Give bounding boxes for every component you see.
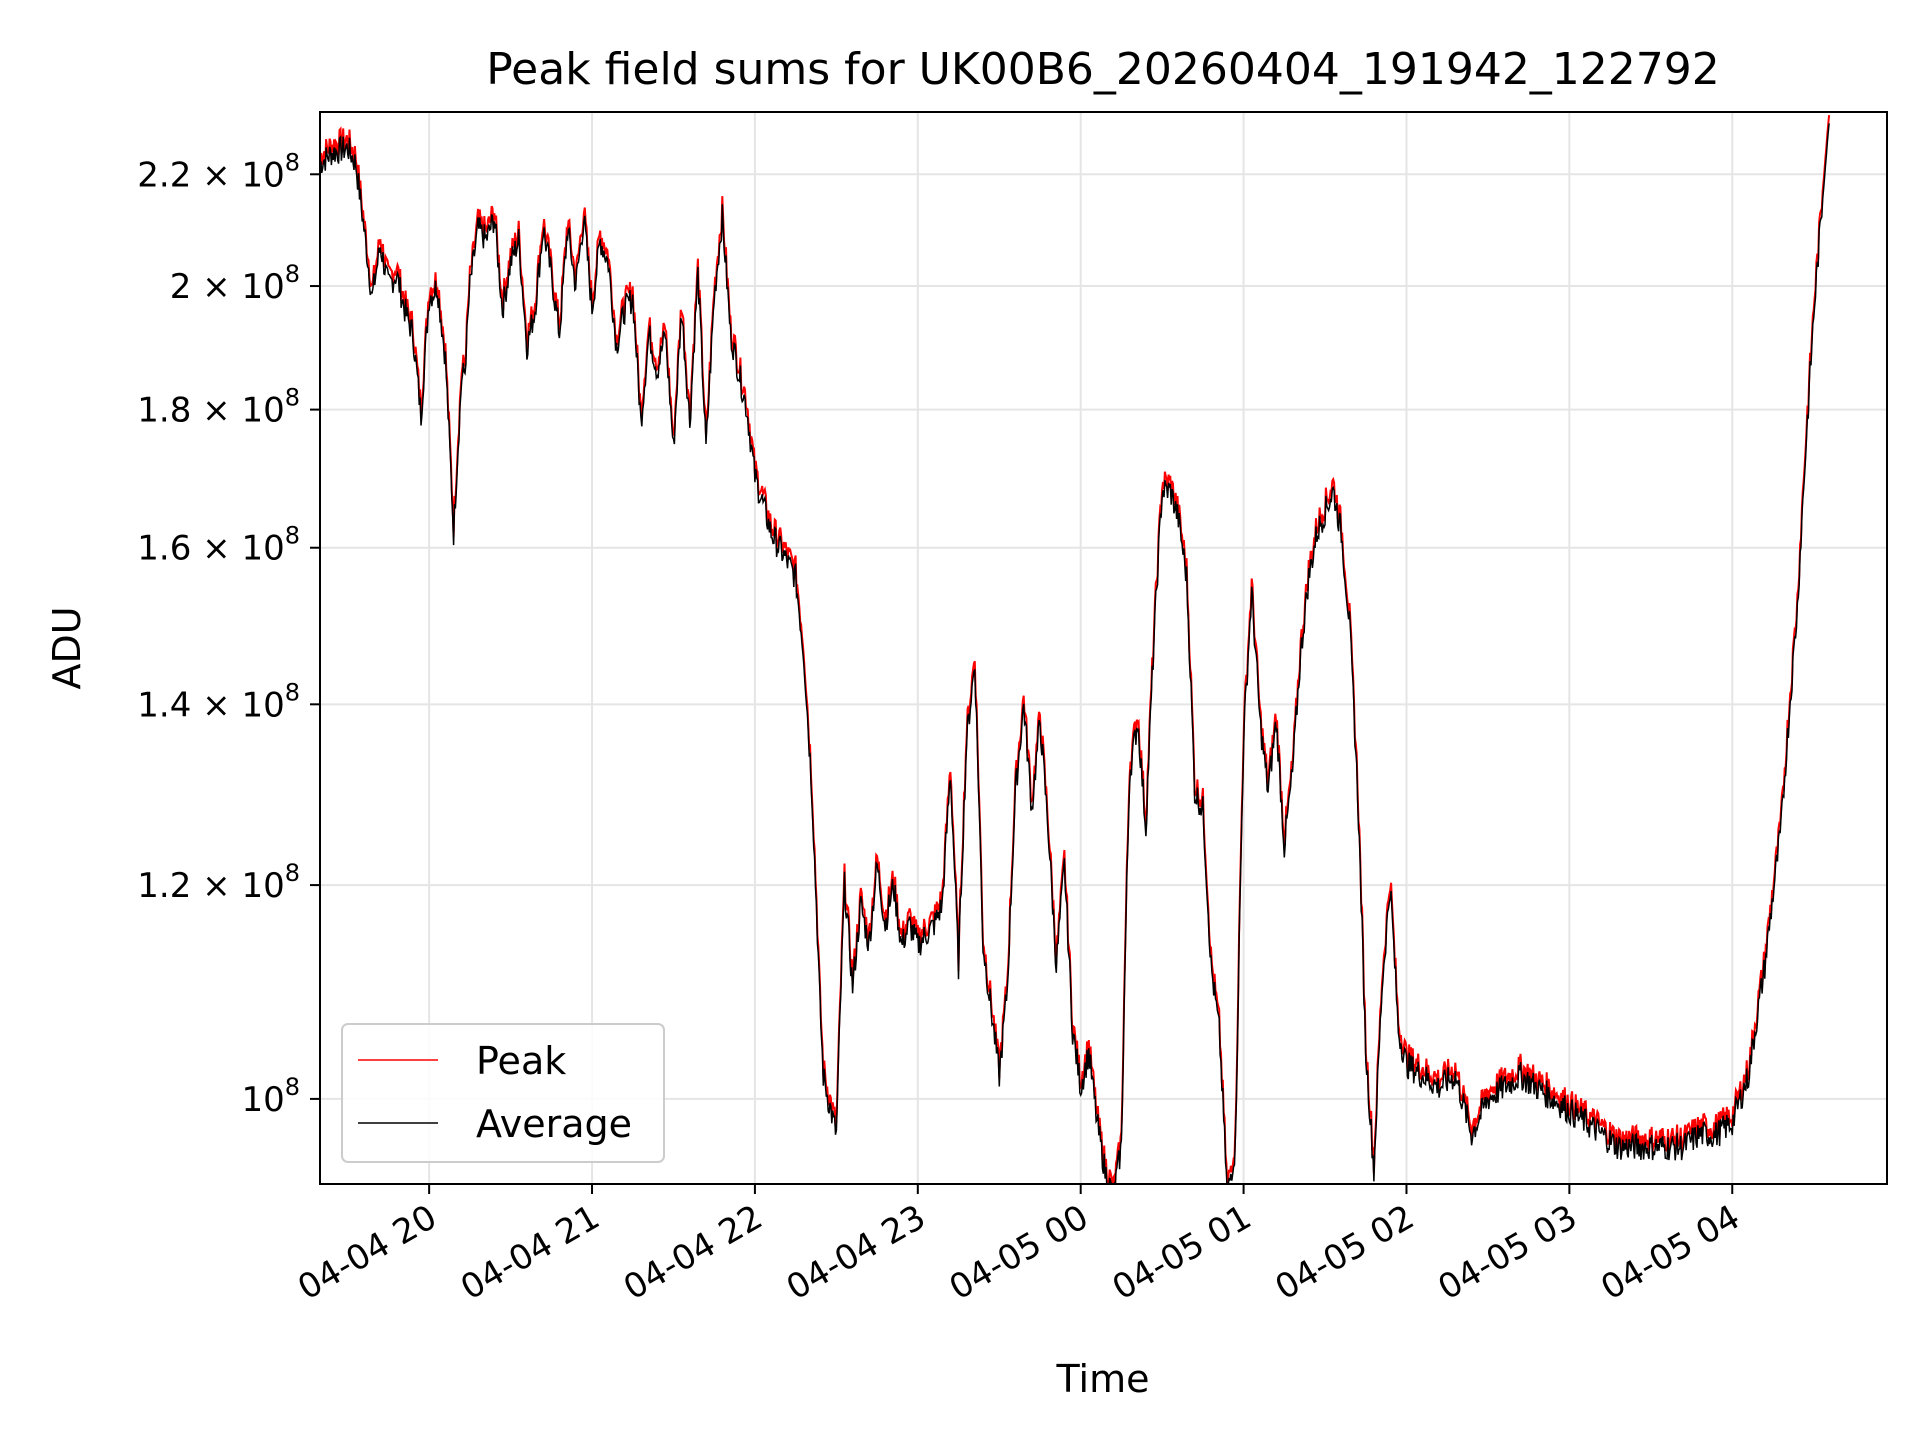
- y-tick-label: 2 × 108: [170, 260, 300, 307]
- y-tick-label: 2.2 × 108: [137, 148, 300, 195]
- y-tick-label: 1.8 × 108: [137, 384, 300, 431]
- x-axis-label: Time: [1056, 1357, 1150, 1401]
- y-tick-exponent: 8: [285, 522, 300, 550]
- legend-label-peak: Peak: [476, 1039, 566, 1083]
- y-axis-label: ADU: [45, 606, 89, 689]
- y-tick-exponent: 8: [285, 678, 300, 706]
- y-tick-exponent: 8: [285, 260, 300, 288]
- series-line-average: [320, 123, 1830, 1184]
- y-axis: 108 1.2 × 108 1.4 × 108 1.6 × 108 1.8 × 108 2…: [137, 148, 320, 1120]
- y-tick-exponent: 8: [285, 1073, 300, 1101]
- y-tick-label: 1.2 × 108: [137, 859, 300, 906]
- plot-frame: [319, 111, 1888, 1185]
- y-tick-label: 1.6 × 108: [137, 522, 300, 569]
- y-tick-exponent: 8: [285, 859, 300, 887]
- y-tick-label: 108: [241, 1073, 300, 1120]
- grid: [320, 112, 1887, 1184]
- y-tick-label: 1.4 × 108: [137, 678, 300, 725]
- legend: Peak Average: [341, 1023, 665, 1163]
- legend-box: [341, 1023, 665, 1163]
- y-tick-exponent: 8: [285, 384, 300, 412]
- series-group: [320, 115, 1831, 1184]
- chart-title: Peak field sums for UK00B6_20260404_1919…: [486, 44, 1720, 95]
- legend-label-average: Average: [476, 1102, 632, 1146]
- y-tick-exponent: 8: [285, 148, 300, 176]
